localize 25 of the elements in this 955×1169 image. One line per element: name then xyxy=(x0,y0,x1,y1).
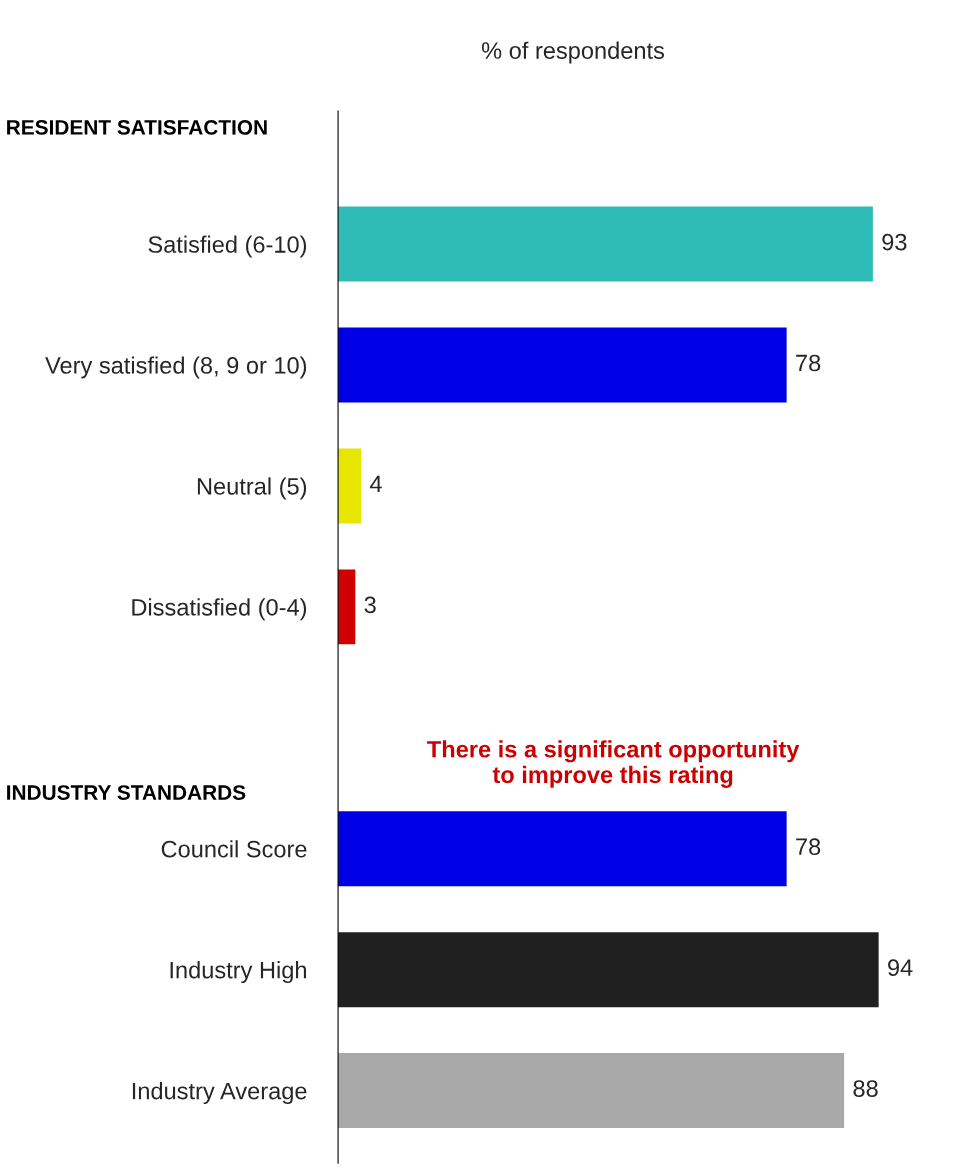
y-tick-label: Industry High xyxy=(170,961,306,984)
data-label: 78 xyxy=(796,354,821,372)
x-axis-title: % of respondents xyxy=(481,41,665,64)
y-tick-label: Industry Average xyxy=(132,1082,307,1105)
data-label: 93 xyxy=(882,233,907,251)
bar xyxy=(338,811,787,887)
bar xyxy=(338,327,787,403)
data-label: 94 xyxy=(888,959,913,976)
annotation: There is a significant opportunity to improve this rating xyxy=(427,740,800,788)
bar xyxy=(338,932,879,1008)
bar xyxy=(338,569,356,645)
bar xyxy=(338,448,362,524)
data-label: 3 xyxy=(364,596,376,614)
y-tick-label: Neutral (5) xyxy=(197,477,307,500)
text: INDUSTRY STANDARDS xyxy=(7,785,246,800)
bar xyxy=(338,1053,845,1129)
y-tick-label: Satisfied (6-10) xyxy=(148,235,307,258)
text: RESIDENT SATISFACTION xyxy=(7,120,267,135)
y-tick-label: Dissatisfied (0-4) xyxy=(132,598,307,621)
data-label: 4 xyxy=(369,475,382,493)
y-tick-label: Council Score xyxy=(161,840,307,858)
bar xyxy=(338,206,873,282)
y-tick-label: Very satisfied (8, 9 or 10) xyxy=(45,356,307,379)
data-label: 78 xyxy=(796,838,821,856)
data-label: 88 xyxy=(853,1080,878,1097)
